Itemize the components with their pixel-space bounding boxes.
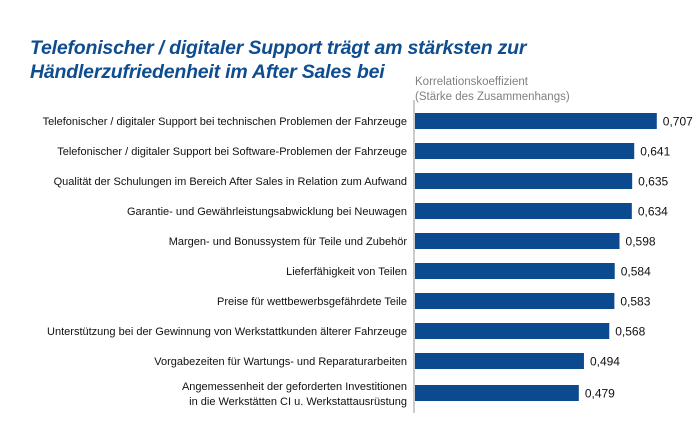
category-label: in die Werkstätten CI u. Werkstattausrüs… xyxy=(189,396,407,408)
bar xyxy=(415,263,615,279)
data-label: 0,598 xyxy=(626,235,656,249)
axis-label-line-1: Korrelationskoeffizient xyxy=(415,76,528,88)
bar xyxy=(415,293,615,309)
data-label: 0,479 xyxy=(585,387,615,401)
data-label: 0,583 xyxy=(620,295,650,309)
category-label: Preise für wettbewerbsgefährdete Teile xyxy=(217,296,407,308)
category-label: Unterstützung bei der Gewinnung von Werk… xyxy=(47,326,407,338)
axis-label-line-2: (Stärke des Zusammenhangs) xyxy=(415,91,570,103)
data-label: 0,494 xyxy=(590,355,620,369)
bar xyxy=(415,113,657,129)
category-label: Qualität der Schulungen im Bereich After… xyxy=(54,176,407,188)
category-label: Vorgabezeiten für Wartungs- und Reparatu… xyxy=(154,356,407,368)
data-label: 0,634 xyxy=(638,205,668,219)
chart-title: Telefonischer / digitaler Support trägt … xyxy=(30,36,526,84)
bar xyxy=(415,233,620,249)
chart-title-line-1: Telefonischer / digitaler Support trägt … xyxy=(30,37,527,59)
data-label: 0,641 xyxy=(640,145,670,159)
data-label: 0,635 xyxy=(638,175,668,189)
category-label: Angemessenheit der geforderten Investiti… xyxy=(182,381,407,393)
category-label: Garantie- und Gewährleistungsabwicklung … xyxy=(127,206,407,218)
bar xyxy=(415,385,579,401)
category-label: Telefonischer / digitaler Support bei So… xyxy=(57,146,407,158)
bar xyxy=(415,353,584,369)
bar xyxy=(415,203,632,219)
category-label: Margen- und Bonussystem für Teile und Zu… xyxy=(169,236,408,248)
data-label: 0,584 xyxy=(621,265,651,279)
bar xyxy=(415,173,633,189)
data-label: 0,707 xyxy=(663,115,693,129)
category-label: Telefonischer / digitaler Support bei te… xyxy=(43,116,407,128)
bar xyxy=(415,323,610,339)
data-label: 0,568 xyxy=(615,325,645,339)
category-label: Lieferfähigkeit von Teilen xyxy=(286,266,407,278)
bar xyxy=(415,143,635,159)
axis-label: Korrelationskoeffizient (Stärke des Zusa… xyxy=(415,75,570,105)
chart-title-line-2: Händlerzufriedenheit im After Sales bei xyxy=(30,61,385,83)
